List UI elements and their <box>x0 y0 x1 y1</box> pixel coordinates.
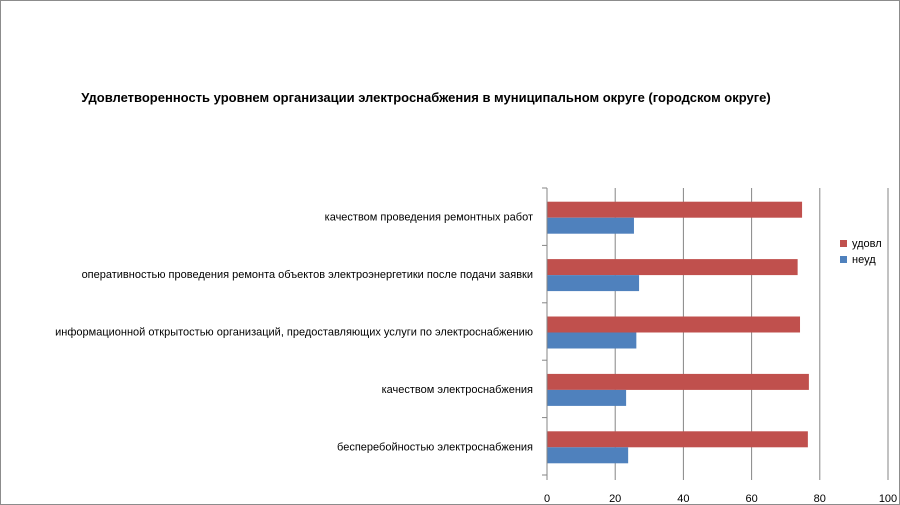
legend-label: удовл <box>852 238 882 250</box>
bar-неуд <box>547 447 629 464</box>
legend-label: неуд <box>852 254 876 266</box>
chart-title: Удовлетворенность уровнем организации эл… <box>81 90 771 105</box>
category-label: информационной открытостью организаций, … <box>55 327 533 339</box>
category-label: бесперебойностью электроснабжения <box>337 441 533 453</box>
labels: 0 20 40 60 80 100 бесперебойностью электроснаб… <box>55 212 897 505</box>
x-tick-label: 80 <box>814 493 826 505</box>
bar-неуд <box>547 217 634 234</box>
bar-неуд <box>547 389 627 406</box>
legend-swatch-неуд <box>840 256 847 263</box>
bars <box>547 201 809 464</box>
axes <box>542 187 889 480</box>
bar-удовл <box>547 373 809 390</box>
category-label: качеством электроснабжения <box>382 384 533 396</box>
bar-удовл <box>547 201 803 218</box>
x-tick-label: 60 <box>745 493 757 505</box>
legend: удовл неуд <box>840 238 882 266</box>
bar-удовл <box>547 431 808 448</box>
x-tick-label: 40 <box>677 493 689 505</box>
legend-swatch-удовл <box>840 240 847 247</box>
x-tick-label: 20 <box>609 493 621 505</box>
bar-неуд <box>547 275 640 292</box>
bar-удовл <box>547 316 801 333</box>
category-label: качеством проведения ремонтных работ <box>325 212 533 224</box>
bar-удовл <box>547 259 798 276</box>
x-tick-label: 100 <box>879 493 897 505</box>
bar-неуд <box>547 332 637 349</box>
category-label: оперативностью проведения ремонта объект… <box>82 269 533 281</box>
x-tick-label: 0 <box>544 493 550 505</box>
